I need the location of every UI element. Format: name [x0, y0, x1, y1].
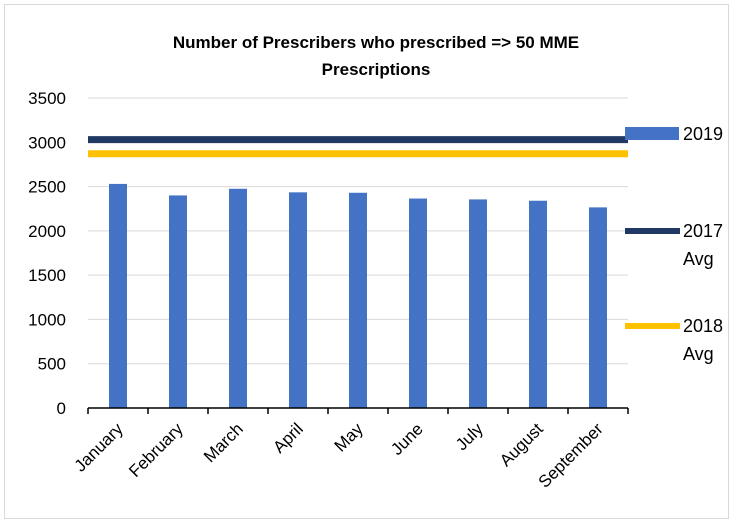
legend-label-2017-avg: 2017 — [683, 221, 723, 241]
bar-august — [529, 200, 547, 408]
y-tick-label: 2000 — [28, 222, 66, 241]
y-tick-label: 0 — [57, 399, 66, 418]
x-tick-label: March — [200, 419, 247, 466]
legend-swatch-2019 — [625, 127, 679, 140]
average-lines — [88, 136, 628, 158]
x-tick-label: July — [452, 419, 487, 454]
y-tick-label: 3000 — [28, 133, 66, 152]
y-tick-label: 2500 — [28, 178, 66, 197]
bar-september — [589, 207, 607, 408]
x-tick-label: May — [331, 419, 367, 455]
y-tick-label: 3500 — [28, 89, 66, 108]
y-tick-label: 1000 — [28, 310, 66, 329]
legend-label-2017-avg: Avg — [683, 249, 714, 269]
y-tick-label: 500 — [38, 355, 66, 374]
y-tick-label: 1500 — [28, 266, 66, 285]
x-tick-label: September — [535, 419, 607, 491]
x-tick-label: February — [125, 419, 187, 481]
bar-may — [349, 192, 367, 408]
bar-february — [169, 195, 187, 408]
x-tick-label: January — [71, 419, 128, 476]
legend-label-2018-avg: 2018 — [683, 316, 723, 336]
bar-march — [229, 188, 247, 408]
bar-january — [109, 183, 127, 408]
bar-series-2019 — [109, 183, 607, 408]
chart-title-line-1: Number of Prescribers who prescribed => … — [173, 33, 579, 52]
legend: 2019 2017 Avg 2018 Avg — [625, 124, 723, 364]
y-axis-tick-labels: 0 500 1000 1500 2000 2500 3000 3500 — [28, 89, 66, 418]
chart-title-line-2: Prescriptions — [322, 60, 431, 79]
x-axis — [87, 407, 629, 414]
legend-label-2018-avg: Avg — [683, 344, 714, 364]
bar-july — [469, 199, 487, 408]
bar-june — [409, 198, 427, 408]
bar-april — [289, 192, 307, 408]
x-tick-label: April — [269, 419, 306, 456]
legend-label-2019: 2019 — [683, 124, 723, 144]
x-tick-label: June — [387, 419, 427, 459]
x-tick-label: August — [496, 419, 547, 470]
